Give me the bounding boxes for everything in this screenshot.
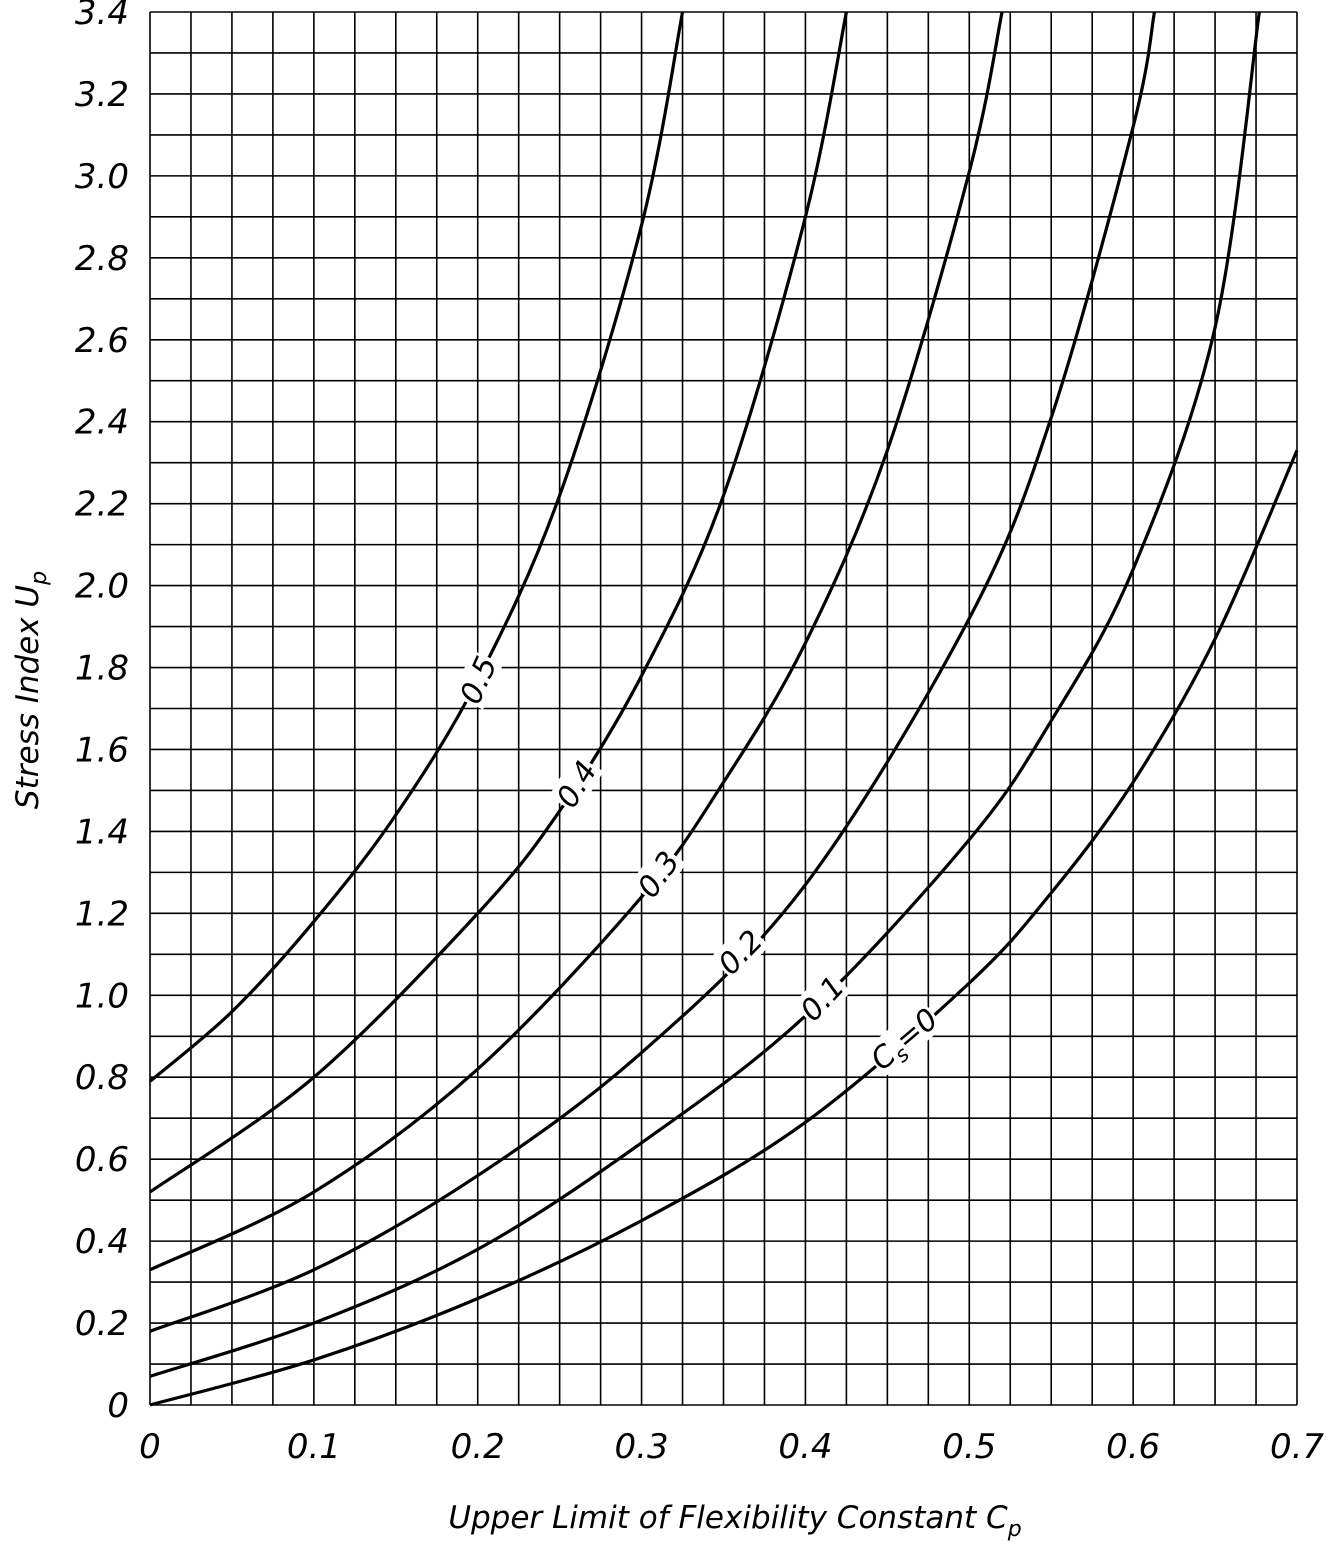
curve-label-background [452,650,504,710]
series-curve [149,11,1157,1333]
curve-label: 0.5 [452,650,505,710]
x-tick-label: 0.4 [778,1427,832,1467]
curve-label-background [548,753,604,815]
x-tick-label: 0 [139,1427,161,1467]
grid [149,11,1298,1406]
curve-label-background [710,922,770,982]
series-curve [148,11,685,1083]
x-tick-label: 0.7 [1270,1427,1324,1467]
y-tick-label: 0 [107,1386,129,1426]
curve-label-text: 0.3 [631,845,687,904]
y-tick-label: 1.4 [75,812,129,852]
curve-label-background [629,843,687,905]
series-curve [149,449,1299,1407]
y-tick-label: 0.6 [75,1140,129,1180]
x-axis-title: Upper Limit of Flexibility Constant Cp [448,1500,1021,1542]
y-tick-label: 2.0 [75,567,129,607]
y-axis-title: Stress Index Up [10,571,52,809]
curve-label: 0.4 [548,753,605,815]
y-tick-label: 3.0 [75,157,129,197]
y-tick-label: 0.4 [75,1222,129,1262]
y-tick-label: 1.2 [75,894,129,934]
y-tick-labels: 0 0.2 0.4 0.6 0.8 1.0 1.2 1.4 1.6 1.8 2.0 2.2 2.4 2.6… [75,0,129,1426]
x-tick-label: 0.3 [615,1427,669,1467]
y-tick-label: 2.8 [75,239,129,279]
y-tick-label: 1.0 [75,976,129,1016]
y-tick-label: 2.2 [75,485,129,525]
y-tick-label: 2.4 [75,403,129,443]
x-tick-labels: 0 0.1 0.2 0.3 0.4 0.5 0.6 0.7 [139,1427,1324,1467]
x-tick-label: 0.5 [942,1427,996,1467]
y-tick-label: 2.6 [75,321,129,361]
y-tick-label: 1.6 [75,730,129,770]
curve-label-background [792,968,852,1029]
curve-labels: Cs=00.10.20.30.40.5 [452,650,945,1078]
x-tick-label: 0.1 [287,1427,341,1467]
y-tick-label: 0.2 [75,1304,129,1344]
series-curve [149,11,1004,1272]
x-tick-label: 0.6 [1106,1427,1160,1467]
curve-label-background [863,1000,945,1077]
x-tick-label: 0.2 [451,1427,505,1467]
series-curve [149,11,848,1194]
curve-label: 0.3 [629,843,687,905]
curve-label: 0.2 [710,922,770,983]
curve-label-text: 0.2 [712,924,770,983]
curve-label-text: 0.5 [453,652,504,710]
y-tick-label: 3.2 [75,75,129,115]
y-tick-label: 3.4 [75,0,129,33]
series-curve [149,11,1261,1378]
y-tick-label: 0.8 [75,1058,129,1098]
y-tick-label: 1.8 [75,649,129,689]
curves [148,11,1299,1407]
curve-label-text: 0.4 [550,755,605,814]
